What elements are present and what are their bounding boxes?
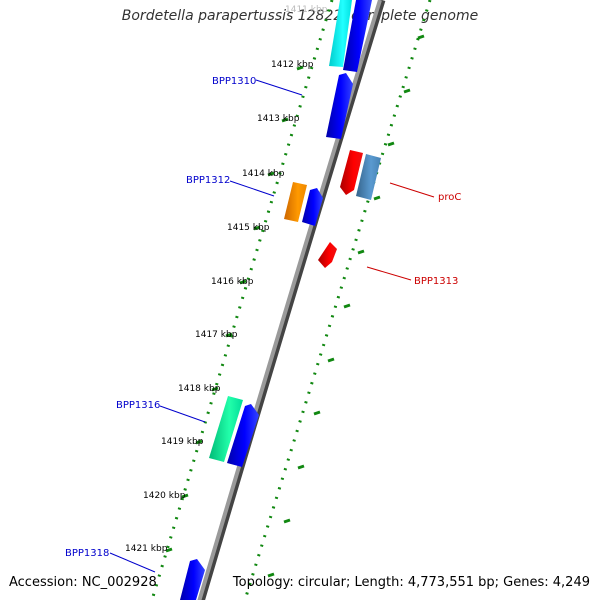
genes bbox=[180, 0, 381, 600]
gene-label-proc[interactable]: proC bbox=[438, 192, 461, 203]
accession-text: Accession: NC_002928 bbox=[9, 575, 157, 590]
kbp-label: 1415 kbp bbox=[227, 223, 270, 233]
gene-label-bpp1312[interactable]: BPP1312 bbox=[186, 175, 230, 186]
gene-label-bpp1316[interactable]: BPP1316 bbox=[116, 400, 160, 411]
gene-arrow-steel[interactable] bbox=[356, 154, 381, 200]
gene-label-bpp1318[interactable]: BPP1318 bbox=[65, 548, 109, 559]
map-title: Bordetella parapertussis 12822, complete… bbox=[121, 8, 479, 24]
gene-arrow-bpp1312-blue[interactable] bbox=[302, 188, 323, 226]
kbp-label: 1420 kbp bbox=[143, 491, 186, 501]
kbp-label: 1419 kbp bbox=[161, 437, 204, 447]
kbp-label: 1416 kbp bbox=[211, 277, 254, 287]
gene-arrow-bpp1316-blue[interactable] bbox=[227, 404, 259, 467]
inner-tick-track bbox=[150, 0, 334, 600]
gene-arrow-proc[interactable] bbox=[340, 150, 363, 195]
gene-arrow-bpp1312-orange[interactable] bbox=[284, 182, 307, 222]
callout-lines bbox=[109, 79, 435, 573]
gene-arrow-bpp1318[interactable] bbox=[180, 559, 205, 600]
topology-text: Topology: circular; Length: 4,773,551 bp… bbox=[232, 575, 590, 590]
gene-arrow-bpp1310[interactable] bbox=[326, 73, 353, 139]
kbp-label: 1413 kbp bbox=[257, 114, 300, 124]
kbp-label: 1421 kbp bbox=[125, 544, 168, 554]
kbp-label: 1412 kbp bbox=[271, 60, 314, 70]
gene-arrow-blue[interactable] bbox=[343, 0, 372, 72]
gene-label-bpp1313[interactable]: BPP1313 bbox=[414, 276, 458, 287]
gene-label-bpp1310[interactable]: BPP1310 bbox=[212, 76, 256, 87]
kbp-label: 1417 kbp bbox=[195, 330, 238, 340]
gene-arrow-cyan[interactable] bbox=[329, 0, 352, 67]
backbone bbox=[197, 0, 382, 600]
kbp-label: 1414 kbp bbox=[242, 169, 285, 179]
kbp-label: 1418 kbp bbox=[178, 384, 221, 394]
gene-arrow-bpp1316-green[interactable] bbox=[209, 396, 243, 462]
gene-arrow-bpp1313[interactable] bbox=[318, 242, 337, 268]
gene-labels: BPP1310 BPP1312 proC BPP1313 BPP1316 BPP… bbox=[65, 76, 461, 559]
major-ticks bbox=[165, 34, 425, 578]
scale-labels: 1411 kbp 1412 kbp 1413 kbp 1414 kbp 1415… bbox=[125, 5, 328, 554]
kbp-label-faded: 1411 kbp bbox=[285, 5, 328, 15]
